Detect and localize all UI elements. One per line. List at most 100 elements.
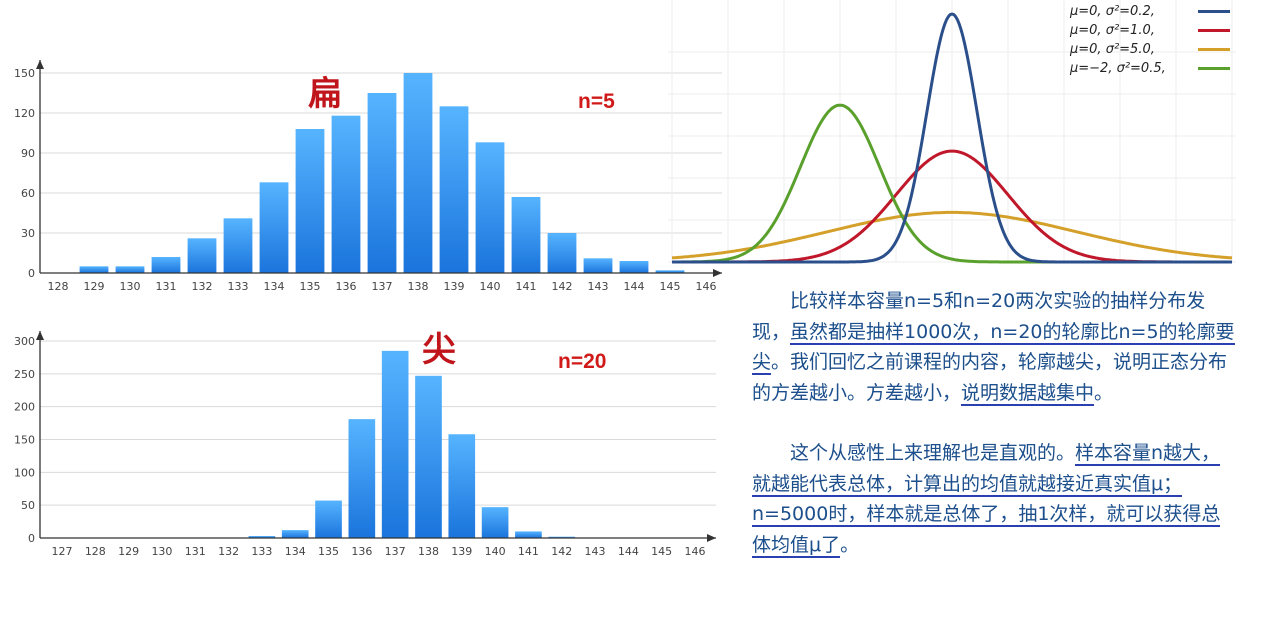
x-tick-label: 130 <box>120 280 141 293</box>
y-tick-label: 30 <box>21 227 35 240</box>
bar-136 <box>348 419 376 538</box>
x-tick-label: 134 <box>285 545 306 558</box>
bar-142 <box>547 233 577 273</box>
x-tick-label: 130 <box>151 545 172 558</box>
bar-141 <box>515 531 542 538</box>
y-tick-label: 90 <box>21 147 35 160</box>
bar-139 <box>448 434 476 538</box>
bar-134 <box>281 530 309 538</box>
x-tick-label: 137 <box>372 280 393 293</box>
n20-label: n=20 <box>558 350 607 373</box>
x-tick-label: 136 <box>351 545 372 558</box>
bar-141 <box>511 197 541 273</box>
legend-swatch <box>1198 67 1230 70</box>
x-tick-label: 145 <box>660 280 681 293</box>
legend-swatch <box>1198 48 1230 51</box>
x-tick-label: 139 <box>444 280 465 293</box>
sharp-annotation: 尖 <box>422 330 456 370</box>
x-tick-label: 131 <box>156 280 177 293</box>
legend-entry: μ=0, σ²=5.0, <box>1070 40 1240 59</box>
n5-label: n=5 <box>578 90 615 113</box>
y-tick-label: 150 <box>14 67 35 80</box>
x-tick-label: 146 <box>685 545 706 558</box>
y-tick-label: 100 <box>14 466 35 479</box>
bar-140 <box>481 507 509 538</box>
curve-2 <box>671 210 1233 260</box>
bar-135 <box>295 129 325 273</box>
legend-label: μ=0, σ²=5.0, <box>1070 42 1155 57</box>
x-tick-label: 138 <box>418 545 439 558</box>
y-tick-label: 60 <box>21 187 35 200</box>
histogram-n20: 0 50 100 150 200 250 300 127 128 129 130 131 132 133 1… <box>14 331 716 558</box>
bar-129 <box>79 266 109 273</box>
y-tick-label: 0 <box>28 267 35 280</box>
x-tick-label: 141 <box>516 280 537 293</box>
x-tick-label: 133 <box>251 545 272 558</box>
legend-swatch <box>1198 10 1230 13</box>
x-tick-label: 144 <box>624 280 645 293</box>
x-axis-arrow <box>713 269 722 277</box>
text-segment: 。我们回忆之前课程的内容，轮廓越尖，说明正态分布的方差越小。方差越小， <box>752 351 1228 404</box>
explanation-text: 比较样本容量n=5和n=20两次实验的抽样分布发现，虽然都是抽样1000次，n=… <box>752 286 1238 560</box>
x-tick-label: 144 <box>618 545 639 558</box>
bar-138 <box>403 73 433 273</box>
y-tick-label: 120 <box>14 107 35 120</box>
underlined-text: 样本容量n越大，就越能代表总体，计算出的均值就越接近真实值μ；n=5000时，样… <box>752 442 1221 558</box>
x-tick-label: 140 <box>485 545 506 558</box>
explanation-paragraph-1: 比较样本容量n=5和n=20两次实验的抽样分布发现，虽然都是抽样1000次，n=… <box>752 286 1238 408</box>
x-tick-label: 129 <box>84 280 105 293</box>
bar-137 <box>367 93 397 273</box>
x-tick-label: 140 <box>480 280 501 293</box>
text-segment: 这个从感性上来理解也是直观的。 <box>790 442 1076 464</box>
text-segment: 。 <box>840 533 860 556</box>
x-tick-label: 133 <box>228 280 249 293</box>
x-tick-label: 138 <box>408 280 429 293</box>
bar-131 <box>151 257 181 273</box>
legend-entry: μ=0, σ²=1.0, <box>1070 21 1240 40</box>
bar-142 <box>548 536 576 538</box>
text-segment: 。 <box>1094 381 1114 404</box>
bar-138 <box>415 375 442 538</box>
x-tick-label: 141 <box>518 545 539 558</box>
underlined-text: 说明数据越集中 <box>961 381 1095 406</box>
x-tick-label: 135 <box>300 280 321 293</box>
legend-entry: μ=0, σ²=0.2, <box>1070 2 1240 21</box>
legend-entry: μ=−2, σ²=0.5, <box>1070 59 1240 78</box>
y-tick-label: 300 <box>14 335 35 348</box>
x-tick-label: 134 <box>264 280 285 293</box>
bar-133 <box>248 536 276 538</box>
x-tick-label: 136 <box>336 280 357 293</box>
y-tick-label: 150 <box>14 434 35 447</box>
bar-144 <box>619 261 649 273</box>
bar-133 <box>223 218 253 273</box>
x-tick-label: 132 <box>218 545 239 558</box>
flat-annotation: 扁 <box>308 74 342 114</box>
x-tick-label: 139 <box>451 545 472 558</box>
y-tick-label: 0 <box>28 532 35 545</box>
bar-130 <box>115 266 145 273</box>
text-segment: 比较样本容量n=5和n=20两次实验的抽样分布发现， <box>752 290 1206 343</box>
bar-136 <box>331 115 361 274</box>
curve-legend: μ=0, σ²=0.2, μ=0, σ²=1.0, μ=0, σ²=5.0, μ… <box>1070 2 1240 78</box>
bar-139 <box>439 106 469 273</box>
y-tick-label: 250 <box>14 368 35 381</box>
curve-0 <box>672 12 1232 264</box>
bar-140 <box>475 142 505 273</box>
y-axis-arrow <box>36 60 44 69</box>
x-tick-label: 142 <box>552 280 573 293</box>
histogram-n5: 0 30 60 90 120 150 128 129 130 131 132 133 134 135 136… <box>14 60 722 293</box>
legend-label: μ=−2, σ²=0.5, <box>1070 61 1166 76</box>
bar-135 <box>315 500 342 538</box>
x-tick-label: 131 <box>185 545 206 558</box>
x-tick-label: 135 <box>318 545 339 558</box>
bar-132 <box>187 238 217 273</box>
x-tick-label: 128 <box>48 280 69 293</box>
x-tick-label: 132 <box>192 280 213 293</box>
x-tick-label: 143 <box>585 545 606 558</box>
explanation-paragraph-2: 这个从感性上来理解也是直观的。样本容量n越大，就越能代表总体，计算出的均值就越接… <box>752 438 1238 560</box>
x-tick-label: 146 <box>696 280 717 293</box>
x-tick-label: 137 <box>385 545 406 558</box>
x-axis-arrow <box>707 534 716 542</box>
x-tick-label: 145 <box>651 545 672 558</box>
y-tick-label: 200 <box>14 401 35 414</box>
